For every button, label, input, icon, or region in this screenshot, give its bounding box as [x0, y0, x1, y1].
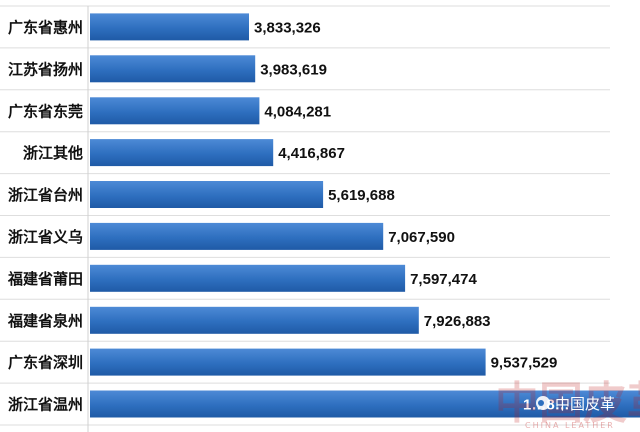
- category-label: 浙江省台州: [8, 186, 83, 204]
- category-label: 广东省东莞: [8, 102, 83, 120]
- value-label: 7,067,590: [388, 229, 455, 246]
- category-label: 浙江省义乌: [8, 228, 83, 246]
- category-label: 福建省泉州: [7, 312, 83, 330]
- watermark: 中国皮革 CHINA LEATHER 中国皮革: [495, 378, 640, 430]
- value-label: 3,833,326: [254, 20, 321, 37]
- category-label: 广东省惠州: [8, 19, 83, 37]
- value-label: 7,926,883: [424, 313, 491, 330]
- category-label: 浙江其他: [23, 144, 83, 162]
- watermark-subtext: CHINA LEATHER: [525, 421, 615, 430]
- watermark-brand: 中国皮革: [495, 378, 640, 429]
- value-label: 4,084,281: [264, 103, 331, 120]
- value-label: 4,416,867: [278, 145, 345, 162]
- watermark-badge: 中国皮革: [536, 395, 615, 413]
- bar: [90, 55, 256, 83]
- bar: [90, 13, 249, 41]
- value-label: 3,983,619: [260, 61, 327, 78]
- bar: [90, 97, 260, 125]
- category-label: 福建省莆田: [7, 270, 83, 288]
- value-label: 5,619,688: [328, 187, 395, 204]
- grid-lines: [0, 5, 610, 426]
- category-label: 浙江省温州: [8, 396, 83, 414]
- value-label: 7,597,474: [410, 271, 477, 288]
- bars: [90, 13, 640, 418]
- category-labels: 广东省惠州江苏省扬州广东省东莞浙江其他浙江省台州浙江省义乌福建省莆田福建省泉州广…: [7, 19, 83, 414]
- bar: [90, 348, 486, 376]
- value-labels: 3,833,326 3,983,619 4,084,281 4,416,867 5,61…: [254, 20, 570, 414]
- value-label: 9,537,529: [491, 355, 558, 372]
- bar: [90, 181, 324, 208]
- bar: [90, 222, 384, 250]
- bar: [90, 264, 406, 292]
- category-label: 广东省深圳: [8, 354, 83, 372]
- category-label: 江苏省扬州: [8, 60, 83, 78]
- wechat-icon-inner: [538, 400, 544, 406]
- bar: [90, 306, 419, 334]
- watermark-badge-text: 中国皮革: [555, 395, 615, 413]
- bar: [90, 139, 274, 167]
